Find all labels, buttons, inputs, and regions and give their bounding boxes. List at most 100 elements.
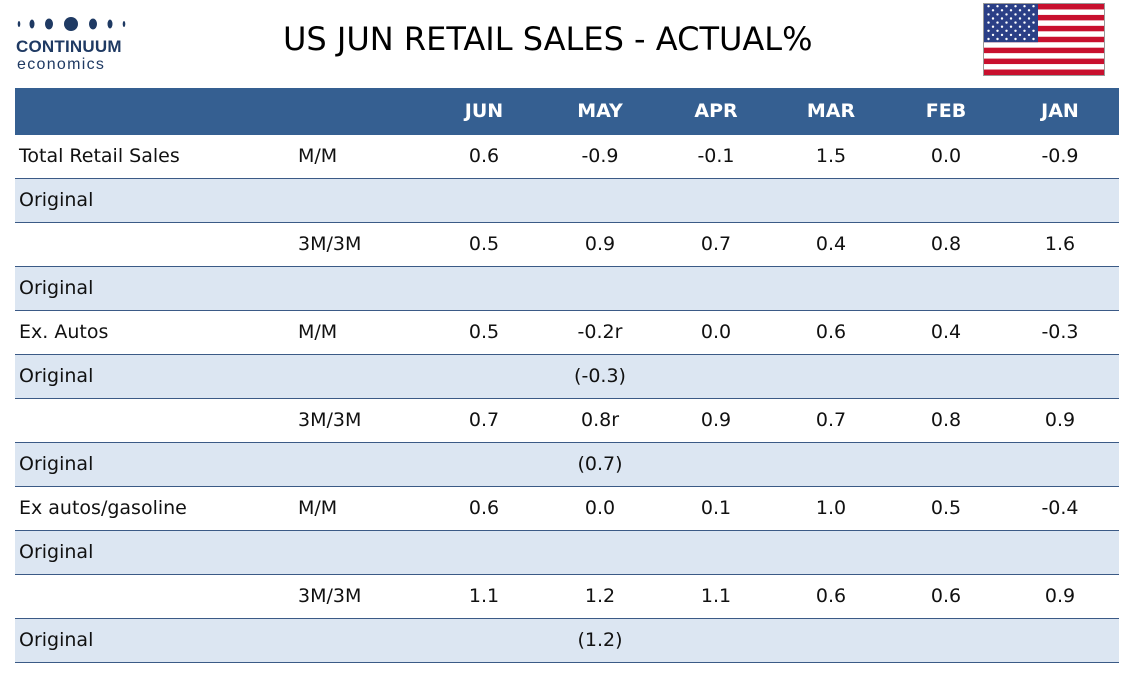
table-cell-apr: 0.0	[700, 321, 732, 343]
table-cell-may	[550, 179, 650, 222]
row-measure: M/M	[298, 145, 338, 167]
table-cell-jan: 0.9	[1044, 409, 1076, 431]
table-cell-feb	[896, 267, 996, 310]
row-label: Original	[19, 629, 94, 651]
table-cell-jun: 0.7	[468, 409, 500, 431]
page-title: US JUN RETAIL SALES - ACTUAL%	[283, 20, 813, 58]
column-header-apr: APR	[694, 100, 738, 122]
table-cell-feb: 0.5	[930, 497, 962, 519]
table-cell-mar	[781, 179, 881, 222]
table-cell-feb	[896, 531, 996, 574]
continuum-logo: CONTINUUM economics	[14, 14, 134, 78]
table-cell-mar: 1.5	[815, 145, 847, 167]
column-header-mar: MAR	[806, 100, 856, 122]
table-cell-may: 1.2	[584, 585, 616, 607]
column-header-jan: JAN	[1041, 100, 1079, 122]
table-row: Total Retail Sales M/M 0.6 -0.9 -0.1 1.5 0.0 -0…	[15, 135, 1119, 179]
table-cell-feb	[896, 179, 996, 222]
logo-subtitle-text: economics	[17, 56, 106, 73]
table-body: Total Retail Sales M/M 0.6 -0.9 -0.1 1.5 0.0 -0…	[15, 135, 1119, 663]
table-cell-jun	[434, 531, 534, 574]
table-cell-jun	[434, 355, 534, 398]
table-cell-jan	[1010, 619, 1110, 662]
table-header: JUN MAY APR MAR FEB JAN	[15, 88, 1119, 135]
row-label: Original	[19, 277, 94, 299]
row-measure: 3M/3M	[298, 585, 362, 607]
table-row: Original	[15, 179, 1119, 223]
table-cell-jan: -0.9	[1041, 145, 1079, 167]
table-cell-apr: 0.1	[700, 497, 732, 519]
column-header-may: MAY	[577, 100, 623, 122]
table-cell-jan: 0.9	[1044, 585, 1076, 607]
row-label: Total Retail Sales	[19, 145, 180, 167]
table-cell-mar	[781, 355, 881, 398]
column-header-feb: FEB	[925, 100, 967, 122]
table-cell-jun: 1.1	[468, 585, 500, 607]
table-row: 3M/3M 0.5 0.9 0.7 0.4 0.8 1.6	[15, 223, 1119, 267]
table-cell-may: -0.9	[581, 145, 619, 167]
table-cell-mar	[781, 619, 881, 662]
table-cell-apr: 0.9	[700, 409, 732, 431]
table-cell-jun	[434, 179, 534, 222]
table-cell-jun	[434, 619, 534, 662]
table-cell-may: 0.0	[584, 497, 616, 519]
table-cell-may	[550, 267, 650, 310]
row-measure: 3M/3M	[298, 409, 362, 431]
logo-brand-text: CONTINUUM	[16, 37, 122, 56]
table-cell-jan	[1010, 531, 1110, 574]
table-cell-jun	[434, 267, 534, 310]
table-cell-may: 0.8r	[580, 409, 620, 431]
table-row: Original (-0.3)	[15, 355, 1119, 399]
table-cell-mar	[781, 531, 881, 574]
table-cell-apr	[666, 619, 766, 662]
table-cell-jan	[1010, 355, 1110, 398]
table-cell-mar	[781, 443, 881, 486]
row-label: Original	[19, 365, 94, 387]
table-cell-mar: 0.7	[815, 409, 847, 431]
row-measure: M/M	[298, 321, 338, 343]
table-cell-may: -0.2r	[577, 321, 623, 343]
table-cell-apr: 0.7	[700, 233, 732, 255]
logo-dots-icon	[17, 17, 126, 31]
table-row: Original	[15, 267, 1119, 311]
table-cell-jan	[1010, 179, 1110, 222]
table-cell-jun: 0.6	[468, 497, 500, 519]
table-cell-jun: 0.6	[468, 145, 500, 167]
table-cell-apr	[666, 443, 766, 486]
table-cell-feb: 0.4	[930, 321, 962, 343]
table-cell-apr	[666, 531, 766, 574]
table-row: Ex autos/gasoline M/M 0.6 0.0 0.1 1.0 0.5 -0.4	[15, 487, 1119, 531]
row-label: Original	[19, 189, 94, 211]
table-row: Original	[15, 531, 1119, 575]
table-cell-mar: 0.6	[815, 321, 847, 343]
table-cell-mar: 0.6	[815, 585, 847, 607]
table-cell-feb: 0.6	[930, 585, 962, 607]
table-row: Original (0.7)	[15, 443, 1119, 487]
table-row: Ex. Autos M/M 0.5 -0.2r 0.0 0.6 0.4 -0.3	[15, 311, 1119, 355]
table-row: 3M/3M 0.7 0.8r 0.9 0.7 0.8 0.9	[15, 399, 1119, 443]
table-cell-apr: -0.1	[697, 145, 735, 167]
row-measure: M/M	[298, 497, 338, 519]
table-row: 3M/3M 1.1 1.2 1.1 0.6 0.6 0.9	[15, 575, 1119, 619]
table-cell-mar	[781, 267, 881, 310]
table-cell-apr	[666, 267, 766, 310]
us-flag-icon	[983, 3, 1105, 76]
table-cell-jun: 0.5	[468, 321, 500, 343]
table-cell-jan	[1010, 267, 1110, 310]
table-cell-may: 0.9	[584, 233, 616, 255]
table-cell-jan	[1010, 443, 1110, 486]
table-row: Original (1.2)	[15, 619, 1119, 663]
row-measure: 3M/3M	[298, 233, 362, 255]
table-cell-feb	[896, 443, 996, 486]
table-cell-may: (0.7)	[577, 453, 623, 475]
table-cell-feb	[896, 355, 996, 398]
table-cell-feb	[896, 619, 996, 662]
table-cell-jan: -0.3	[1041, 321, 1079, 343]
row-label: Original	[19, 541, 94, 563]
table-cell-may: (-0.3)	[574, 365, 626, 387]
table-cell-jun	[434, 443, 534, 486]
table-cell-mar: 1.0	[815, 497, 847, 519]
table-cell-mar: 0.4	[815, 233, 847, 255]
table-cell-may	[550, 531, 650, 574]
row-label: Ex autos/gasoline	[19, 497, 187, 519]
